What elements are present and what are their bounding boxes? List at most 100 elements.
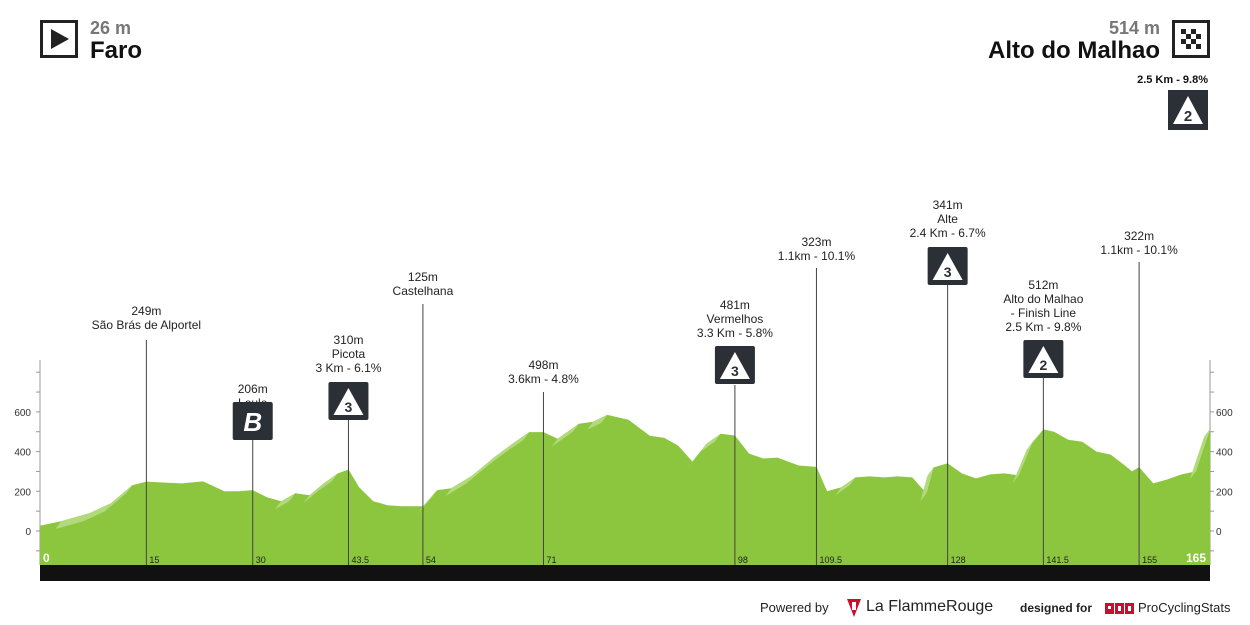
climb-highlight	[509, 432, 530, 450]
finish-climb-category-text: 2	[1184, 108, 1192, 125]
profile-layer	[40, 414, 1210, 565]
climb-highlight	[416, 490, 438, 515]
marker-label: 1.1km - 10.1%	[778, 249, 856, 263]
x-tick-label: 141.5	[1046, 555, 1069, 565]
climb-category-badge-icon: 2	[1023, 340, 1064, 378]
x-tick-label-start: 0	[43, 551, 50, 565]
x-axis-ticks: 0 15 30 43.5 54 71 98 109.5 128 141.5 155 165	[43, 551, 1206, 565]
marker-label: 3.3 Km - 5.8%	[697, 326, 773, 340]
finish-flag-icon	[1172, 20, 1210, 58]
start-name: Faro	[90, 37, 143, 64]
climb-highlight	[104, 485, 133, 512]
climb-highlight	[551, 423, 579, 447]
marker-label: Alto do Malhao	[1003, 292, 1083, 306]
badge-triangle	[1028, 346, 1059, 373]
y-tick-label: 200	[14, 487, 31, 498]
elevation-profile-area	[40, 414, 1210, 565]
x-tick-label: 98	[738, 555, 748, 565]
marker-label: 322m	[1124, 229, 1154, 243]
y-tick-label: 0	[25, 527, 31, 538]
pcs-logo-icon	[1105, 603, 1134, 614]
x-tick-label: 71	[546, 555, 556, 565]
badge-text: 2	[1039, 357, 1047, 373]
climb-category-badge-icon: 3	[714, 346, 755, 384]
pcs-brand: ProCyclingStats	[1138, 600, 1231, 615]
climb-highlight	[317, 473, 338, 492]
climb-highlight	[835, 477, 856, 496]
x-axis-bar	[40, 565, 1210, 581]
climb-highlight	[55, 513, 90, 530]
badge-text: 3	[345, 399, 353, 415]
y-axis-left: 0 200 400 600	[14, 360, 41, 565]
marker-label: 341m	[933, 198, 963, 212]
marker-label: - Finish Line	[1011, 306, 1077, 320]
marker-label: 249m	[131, 304, 161, 318]
badge-text: 3	[944, 264, 952, 280]
marker-label: 3 Km - 6.1%	[315, 361, 381, 375]
flamme-rouge-brand: La FlammeRouge	[866, 598, 994, 615]
x-tick-label-end: 165	[1186, 551, 1206, 565]
climb-category-badge-icon: 3	[328, 382, 369, 420]
marker-label: Vermelhos	[707, 312, 764, 326]
marker-label: 481m	[720, 298, 750, 312]
y-tick-label: 400	[14, 448, 31, 459]
marker-label: Alte	[937, 212, 958, 226]
y-tick-label: 0	[1216, 527, 1222, 538]
marker-label: 2.5 Km - 9.8%	[1005, 320, 1081, 334]
marker-label: 323m	[801, 235, 831, 249]
y-tick-label: 600	[1216, 408, 1233, 419]
badge-text: B	[243, 407, 262, 437]
marker-label: 2.4 Km - 6.7%	[910, 226, 986, 240]
marker-label: 3.6km - 4.8%	[508, 372, 579, 386]
marker-label: Castelhana	[393, 284, 454, 298]
marker-label: 206m	[238, 382, 268, 396]
marker-label: 1.1km - 10.1%	[1100, 243, 1178, 257]
x-tick-label: 54	[426, 555, 436, 565]
badge-triangle	[333, 388, 364, 415]
start-flag-icon	[40, 20, 78, 58]
climb-highlight	[686, 443, 707, 470]
flamme-rouge-logo-icon	[847, 599, 861, 617]
x-tick-label: 30	[256, 555, 266, 565]
marker-label: 498m	[528, 358, 558, 372]
climb-highlight	[1189, 429, 1210, 480]
climb-highlight	[466, 457, 494, 484]
y-tick-label: 400	[1216, 448, 1233, 459]
climb-highlight	[1012, 441, 1033, 484]
climb-highlight	[275, 493, 296, 510]
powered-by-text: Powered by	[760, 600, 829, 615]
badge-triangle	[932, 253, 963, 280]
climb-highlight	[587, 414, 608, 430]
marker-lines-layer	[145, 262, 1140, 565]
climb-highlight	[700, 433, 721, 452]
climb-highlight	[303, 483, 324, 504]
x-tick-label: 43.5	[351, 555, 369, 565]
x-tick-label: 155	[1142, 555, 1157, 565]
climb-highlight	[83, 503, 111, 522]
marker-label: São Brás de Alportel	[92, 318, 201, 332]
climb-highlight	[920, 467, 934, 502]
finish-name: Alto do Malhao	[988, 37, 1160, 64]
marker-label: Picota	[332, 347, 366, 361]
finish-elevation: 514 m	[1108, 18, 1160, 38]
finish-climb-label: 2.5 Km - 9.8%	[1137, 74, 1208, 86]
climb-highlight	[1026, 429, 1044, 450]
badge-text: 3	[731, 363, 739, 379]
badge-bg	[232, 402, 273, 440]
marker-label: 512m	[1028, 278, 1058, 292]
x-tick-label: 109.5	[819, 555, 842, 565]
y-tick-label: 200	[1216, 487, 1233, 498]
designed-for-text: designed for	[1020, 601, 1093, 615]
marker-label: 125m	[408, 270, 438, 284]
finish-climb-category-icon: 2	[1168, 90, 1208, 130]
y-axis-right: 0 200 400 600	[1209, 360, 1233, 565]
bonus-sprint-badge-icon: B	[232, 402, 273, 440]
x-tick-label: 128	[951, 555, 966, 565]
x-tick-label: 15	[149, 555, 159, 565]
climb-category-badge-icon: 3	[927, 247, 968, 285]
y-tick-label: 600	[14, 408, 31, 419]
start-elevation: 26 m	[90, 18, 132, 38]
